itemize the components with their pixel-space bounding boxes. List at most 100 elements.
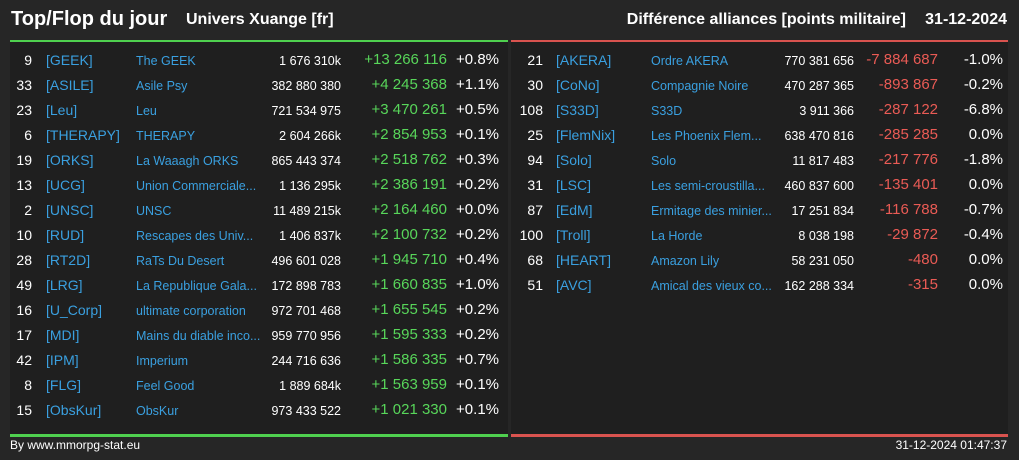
alliance-name-link[interactable]: ultimate corporation <box>136 304 246 318</box>
alliance-points: 244 716 636 <box>271 354 341 368</box>
alliance-tag-link[interactable]: [GEEK] <box>46 52 93 68</box>
alliance-tag-link[interactable]: [Leu] <box>46 102 78 118</box>
alliance-rank: 21 <box>527 52 543 68</box>
alliance-name-link[interactable]: Compagnie Noire <box>651 79 749 93</box>
alliance-diff: -29 872 <box>887 226 938 243</box>
alliance-percent: +0.4% <box>456 251 499 268</box>
alliance-tag-link[interactable]: [ORKS] <box>46 152 94 168</box>
alliance-tag-link[interactable]: [S33D] <box>556 102 599 118</box>
alliance-points: 638 470 816 <box>784 129 854 143</box>
alliance-rank: 108 <box>519 102 543 118</box>
alliance-tag-link[interactable]: [UCG] <box>46 177 85 193</box>
alliance-tag-link[interactable]: [AKERA] <box>556 52 612 68</box>
alliance-name-link[interactable]: THERAPY <box>136 129 196 143</box>
alliance-name-link[interactable]: Asile Psy <box>136 79 188 93</box>
alliance-tag-link[interactable]: [U_Corp] <box>46 302 103 318</box>
alliance-diff: +13 266 116 <box>364 51 447 68</box>
alliance-rank: 16 <box>16 302 32 318</box>
alliance-tag-link[interactable]: [IPM] <box>46 352 79 368</box>
alliance-tag-link[interactable]: [EdM] <box>556 202 593 218</box>
alliance-rank: 15 <box>16 402 32 418</box>
alliance-diff: +1 655 545 <box>371 301 448 318</box>
alliance-tag-link[interactable]: [MDI] <box>46 327 80 343</box>
alliance-row: 31 [LSC] Les semi-croustilla... 460 837 600… <box>511 173 1008 198</box>
alliance-diff: -287 122 <box>878 101 938 118</box>
header-date: 31-12-2024 <box>925 11 1007 28</box>
alliance-name-link[interactable]: La Horde <box>651 229 703 243</box>
alliance-percent: +0.2% <box>456 301 499 318</box>
alliance-row: 28 [RT2D] RaTs Du Desert 496 601 028 +1 945 … <box>10 248 508 273</box>
alliance-diff: -480 <box>907 251 938 268</box>
alliance-points: 865 443 374 <box>271 154 341 168</box>
alliance-name-link[interactable]: Solo <box>651 154 677 168</box>
alliance-row: 23 [Leu] Leu 721 534 975 +3 470 261 +0.5% <box>10 98 508 123</box>
alliance-name-link[interactable]: La Republique Gala... <box>136 279 257 293</box>
alliance-diff: -217 776 <box>878 151 938 168</box>
alliance-rank: 87 <box>527 202 543 218</box>
alliance-row: 42 [IPM] Imperium 244 716 636 +1 586 335 +0.7… <box>10 348 508 373</box>
alliance-name-link[interactable]: Les semi-croustilla... <box>651 179 765 193</box>
alliance-row: 8 [FLG] Feel Good 1 889 684k +1 563 959 +0.1% <box>10 373 508 398</box>
alliance-row: 25 [FlemNix] Les Phoenix Flem... 638 470 81… <box>511 123 1008 148</box>
alliance-name-link[interactable]: La Waaagh ORKS <box>136 154 239 168</box>
alliance-tag-link[interactable]: [FLG] <box>46 377 82 393</box>
alliance-name-link[interactable]: RaTs Du Desert <box>136 254 225 268</box>
alliance-name-link[interactable]: The GEEK <box>136 54 196 68</box>
alliance-tag-link[interactable]: [CoNo] <box>556 77 600 93</box>
alliance-name-link[interactable]: Union Commerciale... <box>136 179 257 193</box>
alliance-tag-link[interactable]: [RT2D] <box>46 252 91 268</box>
alliance-tag-link[interactable]: [UNSC] <box>46 202 94 218</box>
alliance-tag-link[interactable]: [LRG] <box>46 277 83 293</box>
alliance-rank: 2 <box>24 202 32 218</box>
alliance-diff: +1 945 710 <box>371 251 448 268</box>
alliance-diff: +1 595 333 <box>371 326 448 343</box>
alliance-percent: -0.7% <box>963 201 1003 218</box>
alliance-name-link[interactable]: Les Phoenix Flem... <box>651 129 762 143</box>
alliance-tag-link[interactable]: [FlemNix] <box>556 127 616 143</box>
alliance-name-link[interactable]: ObsKur <box>136 404 179 418</box>
alliance-tag-link[interactable]: [RUD] <box>46 227 85 243</box>
alliance-tag-link[interactable]: [HEART] <box>556 252 611 268</box>
alliance-tag-link[interactable]: [ASILE] <box>46 77 94 93</box>
alliance-tag-link[interactable]: [Troll] <box>556 227 591 243</box>
alliance-percent: +0.2% <box>456 326 499 343</box>
alliance-name-link[interactable]: Leu <box>136 104 157 118</box>
alliance-diff: -116 788 <box>879 201 938 218</box>
alliance-points: 721 534 975 <box>271 104 341 118</box>
alliance-diff: -285 285 <box>878 126 938 143</box>
alliance-name-link[interactable]: Amical des vieux co... <box>651 279 772 293</box>
alliance-row: 51 [AVC] Amical des vieux co... 162 288 334… <box>511 273 1008 298</box>
alliance-rank: 31 <box>527 177 543 193</box>
alliance-tag-link[interactable]: [Solo] <box>556 152 592 168</box>
alliance-row: 100 [Troll] La Horde 8 038 198 -29 872 -0.4% <box>511 223 1008 248</box>
alliance-points: 3 911 366 <box>799 104 854 118</box>
alliance-percent: -1.8% <box>963 151 1003 168</box>
alliance-row: 2 [UNSC] UNSC 11 489 215k +2 164 460 +0.0% <box>10 198 508 223</box>
alliance-tag-link[interactable]: [LSC] <box>556 177 592 193</box>
alliance-tag-link[interactable]: [THERAPY] <box>46 127 120 143</box>
alliance-points: 17 251 834 <box>791 204 854 218</box>
alliance-name-link[interactable]: Ordre AKERA <box>651 54 729 68</box>
alliance-percent: 0.0% <box>968 251 1003 268</box>
alliance-name-link[interactable]: Amazon Lily <box>651 254 720 268</box>
alliance-diff: +4 245 368 <box>371 76 448 93</box>
alliance-name-link[interactable]: Feel Good <box>136 379 195 393</box>
alliance-name-link[interactable]: Mains du diable inco... <box>136 329 261 343</box>
alliance-points: 972 701 468 <box>271 304 341 318</box>
alliance-name-link[interactable]: Imperium <box>136 354 189 368</box>
alliance-row: 87 [EdM] Ermitage des minier... 17 251 834 -… <box>511 198 1008 223</box>
alliance-name-link[interactable]: S33D <box>651 104 683 118</box>
alliance-percent: -0.2% <box>963 76 1003 93</box>
alliance-row: 13 [UCG] Union Commerciale... 1 136 295k +2 … <box>10 173 508 198</box>
alliance-name-link[interactable]: UNSC <box>136 204 172 218</box>
alliance-diff: -7 884 687 <box>866 51 938 68</box>
alliance-name-link[interactable]: Rescapes des Univ... <box>136 229 254 243</box>
alliance-row: 49 [LRG] La Republique Gala... 172 898 783 +… <box>10 273 508 298</box>
alliance-tag-link[interactable]: [AVC] <box>556 277 592 293</box>
alliance-name-link[interactable]: Ermitage des minier... <box>651 204 772 218</box>
footer-timestamp: 31-12-2024 01:47:37 <box>895 438 1007 452</box>
alliance-rank: 19 <box>16 152 32 168</box>
alliance-diff: +3 470 261 <box>371 101 448 118</box>
alliance-tag-link[interactable]: [ObsKur] <box>46 402 102 418</box>
